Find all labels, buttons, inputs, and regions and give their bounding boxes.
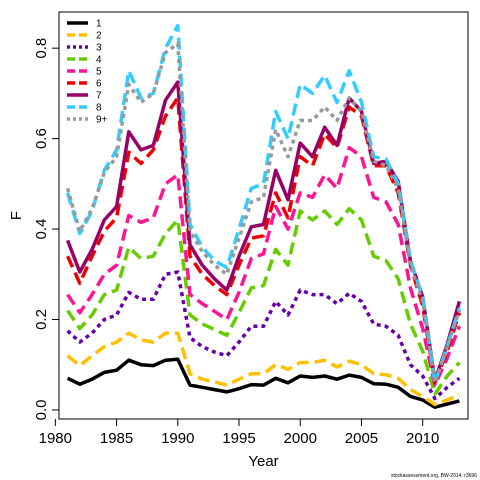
plot-frame bbox=[58, 11, 469, 420]
y-tick-label: 0.4 bbox=[33, 219, 50, 240]
y-tick-label: 0.6 bbox=[33, 128, 50, 149]
series-line-2 bbox=[66, 270, 461, 401]
y-tick-label: 0.8 bbox=[33, 38, 50, 59]
y-axis: 0.0 0.2 0.4 0.6 0.8 bbox=[33, 38, 59, 421]
x-axis-title: Year bbox=[248, 453, 278, 470]
series-line-0 bbox=[66, 357, 460, 409]
legend-label: 1 bbox=[96, 19, 102, 30]
legend-label: 7 bbox=[96, 91, 102, 102]
legend-label: 4 bbox=[96, 55, 102, 66]
legend-label: 2 bbox=[96, 31, 102, 42]
legend-label: 9+ bbox=[96, 115, 108, 126]
series-line-8 bbox=[65, 41, 462, 385]
credit-note: stockassessment.org, BW-2014, r3696 bbox=[391, 473, 477, 479]
x-tick-label: 2000 bbox=[284, 430, 317, 447]
x-tick-label: 1990 bbox=[161, 430, 194, 447]
series-line-3 bbox=[66, 206, 461, 396]
series-lines bbox=[65, 23, 462, 409]
legend-label: 6 bbox=[96, 79, 102, 90]
series-line-5 bbox=[66, 96, 462, 385]
series-line-7 bbox=[65, 23, 462, 385]
x-tick-label: 2010 bbox=[406, 430, 439, 447]
series-line-4 bbox=[66, 145, 462, 387]
y-axis-title: F bbox=[8, 211, 25, 220]
x-tick-label: 1985 bbox=[100, 430, 133, 447]
legend-label: 3 bbox=[96, 43, 102, 54]
legend-label: 5 bbox=[96, 67, 102, 78]
y-tick-label: 0.0 bbox=[33, 400, 50, 421]
series-line-1 bbox=[66, 331, 461, 407]
x-tick-label: 1995 bbox=[222, 430, 255, 447]
x-axis: 1980 1985 1990 1995 2000 2005 2010 bbox=[39, 419, 439, 447]
x-tick-label: 2005 bbox=[345, 430, 378, 447]
legend-label: 8 bbox=[96, 103, 102, 114]
y-tick-label: 0.2 bbox=[33, 309, 50, 330]
x-tick-label: 1980 bbox=[39, 430, 72, 447]
